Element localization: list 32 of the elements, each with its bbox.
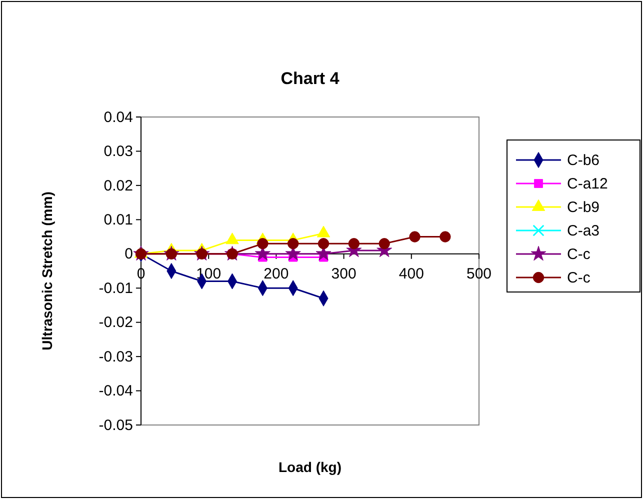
point <box>409 231 420 242</box>
legend-label: C-c <box>567 246 591 263</box>
point <box>378 238 390 250</box>
point <box>288 238 299 250</box>
y-tick-label: 0.01 <box>104 211 133 228</box>
legend-label: C-a12 <box>567 176 608 192</box>
legend-label: C-b6 <box>567 152 600 169</box>
y-tick-label: -0.01 <box>98 280 133 297</box>
legend-label: C-c <box>567 270 591 286</box>
x-tick-label: 500 <box>466 265 492 282</box>
y-tick-label: -0.03 <box>98 348 133 366</box>
x-axis-title: Load (kg) <box>278 459 342 475</box>
y-axis-title: Ultrasonic Stretch (mm) <box>39 192 55 350</box>
y-tick-label: 0.03 <box>104 143 133 160</box>
point <box>348 238 360 250</box>
point <box>318 238 330 250</box>
x-tick-label: 300 <box>331 265 356 282</box>
y-tick-label: -0.05 <box>98 416 133 434</box>
x-tick-label: 400 <box>398 265 424 282</box>
point <box>440 231 451 242</box>
point <box>257 238 268 250</box>
y-tick-label: 0 <box>124 246 133 263</box>
x-tick-label: 200 <box>264 265 289 282</box>
point <box>226 232 239 244</box>
point <box>316 226 330 238</box>
y-tick-label: 0.02 <box>104 177 133 194</box>
y-tick-label: 0.04 <box>104 108 133 126</box>
y-tick-label: -0.02 <box>98 314 133 332</box>
legend-label: C-b9 <box>567 199 600 216</box>
chart-title: Chart 4 <box>280 69 340 88</box>
legend-label: C-a3 <box>567 222 600 240</box>
y-tick-label: -0.04 <box>98 382 133 400</box>
